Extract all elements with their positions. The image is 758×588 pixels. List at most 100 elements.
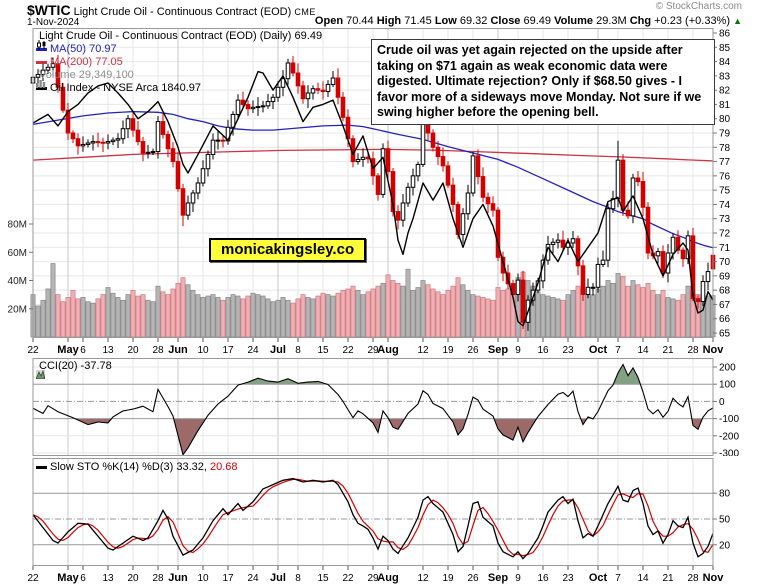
- svg-text:Aug: Aug: [377, 572, 398, 584]
- svg-text:78: 78: [719, 143, 731, 154]
- svg-text:13: 13: [102, 573, 114, 584]
- high-label: High: [376, 15, 402, 27]
- ma50-swatch-icon: [36, 47, 47, 51]
- svg-text:76: 76: [719, 171, 731, 182]
- oil-index-legend: Oil Index - NYSE Arca 1840.97: [50, 82, 202, 94]
- svg-text:29: 29: [367, 573, 379, 584]
- svg-text:23: 23: [562, 573, 574, 584]
- close-label: Close: [490, 15, 521, 27]
- svg-text:26: 26: [467, 345, 479, 356]
- price-legend-main-row: Light Crude Oil - Continuous Contract (E…: [36, 30, 322, 50]
- change-label: Chg: [629, 15, 652, 27]
- svg-text:21: 21: [662, 345, 674, 356]
- symbol-label: $WTIC: [27, 2, 71, 18]
- svg-text:70: 70: [719, 257, 731, 268]
- svg-text:85: 85: [719, 43, 731, 54]
- svg-text:71: 71: [719, 243, 731, 254]
- svg-text:22: 22: [27, 345, 39, 356]
- volume-legend-row: Volume 29,349,100: [36, 69, 322, 88]
- chart-date: 1-Nov-2024: [27, 17, 80, 28]
- svg-text:15: 15: [317, 573, 329, 584]
- svg-text:22: 22: [342, 573, 354, 584]
- svg-text:65: 65: [719, 329, 731, 339]
- svg-text:50: 50: [719, 515, 731, 526]
- svg-text:15: 15: [317, 345, 329, 356]
- low-label: Low: [434, 15, 457, 27]
- svg-text:72: 72: [719, 229, 731, 240]
- svg-text:May: May: [57, 344, 79, 356]
- sto-legend-d-value: 20.68: [209, 461, 238, 473]
- svg-text:68: 68: [719, 286, 731, 297]
- svg-text:86: 86: [719, 29, 731, 40]
- svg-text:7: 7: [615, 573, 621, 584]
- svg-text:19: 19: [442, 345, 454, 356]
- volume-label: Volume: [554, 15, 594, 27]
- svg-text:73: 73: [719, 214, 731, 225]
- svg-text:6: 6: [80, 573, 86, 584]
- svg-text:16: 16: [537, 345, 549, 356]
- svg-text:-100: -100: [719, 414, 739, 425]
- svg-text:75: 75: [719, 186, 731, 197]
- svg-text:80: 80: [719, 489, 731, 500]
- exchange-label: CME: [294, 7, 316, 17]
- oil-index-legend-row: Oil Index - NYSE Arca 1840.97: [36, 82, 322, 95]
- svg-text:81: 81: [719, 100, 731, 111]
- svg-text:28: 28: [152, 573, 164, 584]
- ma200-legend: MA(200) 77.05: [50, 56, 123, 68]
- svg-text:28: 28: [687, 573, 699, 584]
- ma200-legend-row: MA(200) 77.05: [36, 56, 322, 69]
- svg-text:20M: 20M: [8, 304, 27, 315]
- svg-text:-300: -300: [719, 449, 739, 457]
- close-value: 69.49: [523, 15, 552, 27]
- svg-text:24: 24: [247, 573, 259, 584]
- analyst-annotation-box: Crude oil was yet again rejected on the …: [371, 39, 715, 125]
- svg-text:67: 67: [719, 300, 731, 311]
- svg-text:100: 100: [719, 380, 736, 391]
- svg-text:14: 14: [637, 573, 649, 584]
- svg-text:Jun: Jun: [168, 344, 188, 356]
- ma50-legend-row: MA(50) 70.97: [36, 43, 322, 56]
- svg-text:20: 20: [127, 345, 139, 356]
- svg-text:Nov: Nov: [703, 572, 725, 584]
- svg-text:84: 84: [719, 57, 731, 68]
- svg-text:Sep: Sep: [488, 572, 508, 584]
- svg-text:13: 13: [102, 345, 114, 356]
- svg-text:May: May: [57, 572, 79, 584]
- svg-text:79: 79: [719, 129, 731, 140]
- svg-text:9: 9: [515, 573, 521, 584]
- stochastic-indicator-panel: 80 50 20: [32, 458, 731, 566]
- svg-text:74: 74: [719, 200, 731, 211]
- svg-text:10: 10: [197, 573, 209, 584]
- sto-legend-main: Slow STO %K(14) %D(3) 33.32,: [50, 461, 207, 473]
- svg-text:83: 83: [719, 71, 731, 82]
- svg-text:12: 12: [417, 345, 429, 356]
- svg-text:0: 0: [719, 397, 725, 408]
- svg-text:Aug: Aug: [377, 344, 398, 356]
- svg-text:6: 6: [80, 345, 86, 356]
- cci-indicator-panel: 200 100 0 -100 -200 -300: [32, 358, 739, 457]
- svg-text:26: 26: [467, 573, 479, 584]
- high-value: 71.45: [404, 15, 432, 27]
- svg-text:22: 22: [27, 573, 39, 584]
- open-value: 70.44: [346, 15, 374, 27]
- svg-text:8: 8: [295, 345, 301, 356]
- change-value: +0.23 (+0.33%): [654, 15, 731, 27]
- price-legend: Light Crude Oil - Continuous Contract (E…: [36, 30, 322, 95]
- chart-title-row: $WTIC Light Crude Oil - Continuous Contr…: [27, 2, 316, 18]
- watermark-badge: monicakingsley.co: [209, 238, 367, 262]
- svg-text:29: 29: [367, 345, 379, 356]
- svg-text:7: 7: [615, 345, 621, 356]
- svg-text:Nov: Nov: [703, 344, 725, 356]
- instrument-name: Light Crude Oil - Continuous Contract (E…: [73, 6, 292, 18]
- svg-text:-200: -200: [719, 431, 739, 442]
- svg-text:21: 21: [662, 573, 674, 584]
- svg-text:22: 22: [342, 345, 354, 356]
- open-label: Open: [314, 15, 344, 27]
- svg-text:10: 10: [197, 345, 209, 356]
- svg-text:200: 200: [719, 363, 736, 374]
- svg-text:20: 20: [127, 573, 139, 584]
- svg-text:80M: 80M: [8, 220, 27, 231]
- svg-text:Oct: Oct: [589, 344, 608, 356]
